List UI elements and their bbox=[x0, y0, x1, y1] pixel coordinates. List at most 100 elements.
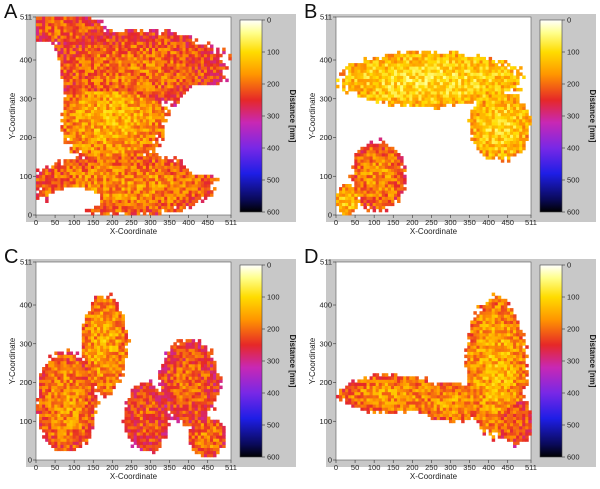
heatmap-cell bbox=[112, 131, 116, 135]
heatmap-cell bbox=[148, 60, 153, 64]
heatmap-cell bbox=[121, 131, 125, 135]
heatmap-cell bbox=[103, 174, 107, 179]
heatmap-cell bbox=[78, 78, 83, 83]
heatmap-cell bbox=[100, 103, 104, 107]
heatmap-cell bbox=[372, 69, 377, 73]
heatmap-cell bbox=[103, 53, 107, 58]
heatmap-cell bbox=[81, 413, 86, 417]
heatmap-cell bbox=[409, 63, 413, 67]
heatmap-cell bbox=[66, 19, 70, 24]
heatmap-cell bbox=[357, 174, 361, 179]
heatmap-cell bbox=[90, 19, 95, 24]
heatmap-cell bbox=[109, 367, 113, 371]
heatmap-cell bbox=[72, 118, 77, 123]
heatmap-cell bbox=[133, 149, 138, 154]
heatmap-cell bbox=[106, 112, 110, 117]
heatmap-cell bbox=[452, 91, 456, 95]
heatmap-cell bbox=[109, 159, 113, 163]
heatmap-cell bbox=[75, 22, 80, 27]
heatmap-cell bbox=[127, 159, 132, 163]
heatmap-cell bbox=[479, 118, 483, 123]
heatmap-cell bbox=[494, 78, 499, 83]
heatmap-cell bbox=[479, 100, 483, 104]
heatmap-cell bbox=[136, 60, 141, 64]
heatmap-cell bbox=[503, 66, 508, 70]
heatmap-cell bbox=[348, 63, 352, 67]
heatmap-cell bbox=[136, 112, 141, 117]
heatmap-cell bbox=[390, 153, 395, 157]
heatmap-cell bbox=[378, 84, 383, 89]
heatmap-cell bbox=[87, 422, 92, 427]
heatmap-cell bbox=[519, 103, 523, 107]
heatmap-cell bbox=[103, 363, 107, 368]
heatmap-cell bbox=[191, 81, 196, 86]
heatmap-cell bbox=[109, 180, 113, 185]
heatmap-cell bbox=[161, 171, 165, 176]
heatmap-cell bbox=[406, 91, 410, 95]
heatmap-cell bbox=[494, 153, 499, 157]
heatmap-cell bbox=[390, 94, 395, 98]
heatmap-cell bbox=[158, 56, 162, 61]
heatmap-cell bbox=[185, 171, 190, 176]
heatmap-cell bbox=[167, 78, 171, 83]
heatmap-cell bbox=[485, 97, 490, 101]
heatmap-cell bbox=[185, 168, 190, 172]
heatmap-cell bbox=[103, 379, 107, 383]
heatmap-cell bbox=[439, 94, 444, 98]
heatmap-cell bbox=[87, 354, 92, 359]
heatmap-cell bbox=[106, 143, 110, 148]
heatmap-cell bbox=[72, 103, 77, 107]
heatmap-cell bbox=[84, 187, 89, 191]
heatmap-cell bbox=[133, 202, 138, 207]
heatmap-cell bbox=[197, 50, 202, 55]
heatmap-cell bbox=[109, 115, 113, 120]
heatmap-cell bbox=[473, 69, 477, 73]
heatmap-cell bbox=[42, 193, 46, 197]
heatmap-cell bbox=[87, 394, 92, 399]
heatmap-cell bbox=[100, 156, 104, 160]
heatmap-cell bbox=[188, 205, 193, 210]
heatmap-cell bbox=[497, 109, 502, 114]
heatmap-cell bbox=[528, 122, 532, 126]
heatmap-cell bbox=[78, 66, 83, 70]
heatmap-cell bbox=[81, 128, 86, 132]
heatmap-cell bbox=[109, 100, 113, 104]
heatmap-cell bbox=[412, 63, 416, 67]
heatmap-cell bbox=[127, 137, 132, 141]
heatmap-cell bbox=[63, 25, 67, 30]
heatmap-cell bbox=[167, 32, 171, 36]
heatmap-cell bbox=[427, 81, 432, 86]
heatmap-cell bbox=[387, 66, 392, 70]
heatmap-cell bbox=[69, 373, 74, 377]
heatmap-cell bbox=[136, 202, 141, 207]
heatmap-cell bbox=[66, 370, 70, 374]
heatmap-cell bbox=[476, 63, 480, 67]
heatmap-cell bbox=[81, 112, 86, 117]
heatmap-cell bbox=[127, 103, 132, 107]
heatmap-cell bbox=[75, 174, 80, 179]
heatmap-cell bbox=[112, 184, 116, 188]
heatmap-cell bbox=[384, 174, 389, 179]
heatmap-cell bbox=[87, 153, 92, 157]
heatmap-cell bbox=[500, 153, 505, 157]
heatmap-cell bbox=[54, 419, 58, 424]
heatmap-cell bbox=[87, 149, 92, 154]
heatmap-cell bbox=[109, 305, 113, 309]
heatmap-cell bbox=[378, 168, 383, 172]
heatmap-cell bbox=[148, 66, 153, 70]
heatmap-cell bbox=[87, 60, 92, 64]
heatmap-cell bbox=[124, 122, 128, 126]
heatmap-cell bbox=[397, 100, 401, 104]
heatmap-cell bbox=[206, 66, 211, 70]
heatmap-cell bbox=[348, 205, 352, 210]
heatmap-cell bbox=[130, 78, 135, 83]
heatmap-cell bbox=[479, 106, 483, 111]
heatmap-cell bbox=[158, 103, 162, 107]
heatmap-cell bbox=[36, 168, 40, 172]
heatmap-cell bbox=[42, 22, 46, 27]
heatmap-cell bbox=[97, 354, 101, 359]
heatmap-cell bbox=[366, 180, 370, 185]
heatmap-cell bbox=[139, 149, 144, 154]
heatmap-cell bbox=[354, 66, 358, 70]
heatmap-cell bbox=[167, 84, 171, 89]
